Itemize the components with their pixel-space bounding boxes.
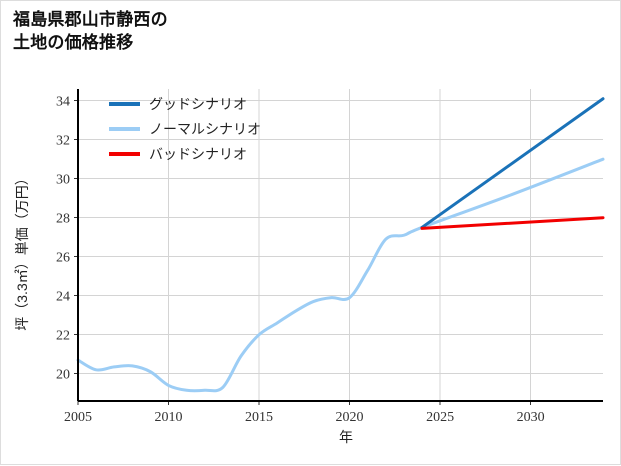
y-axis-title: 坪（3.3㎡）単価（万円） bbox=[14, 171, 30, 330]
x-tick-label: 2010 bbox=[155, 410, 183, 425]
series-line-1 bbox=[76, 157, 605, 393]
y-tick-label: 22 bbox=[56, 329, 70, 344]
page-title: 福島県郡山市静西の 土地の価格推移 bbox=[13, 10, 168, 52]
series-line-2 bbox=[420, 216, 605, 230]
y-tick-label: 34 bbox=[56, 95, 70, 110]
y-tick-label: 24 bbox=[56, 290, 70, 305]
y-tick-label: 20 bbox=[56, 368, 70, 383]
legend-label-1: ノーマルシナリオ bbox=[149, 121, 261, 137]
legend-label-2: バッドシナリオ bbox=[149, 146, 247, 162]
x-tick-label: 2030 bbox=[517, 410, 545, 425]
series-line-0 bbox=[420, 97, 605, 229]
y-axis-tick-labels: 20 22 24 26 28 30 32 34 bbox=[56, 95, 70, 383]
x-tick-label: 2020 bbox=[336, 410, 364, 425]
x-axis-tick-labels: 2005 2010 2015 2020 2025 2030 bbox=[64, 410, 545, 425]
y-tick-label: 32 bbox=[56, 134, 70, 149]
x-tick-label: 2015 bbox=[245, 410, 273, 425]
x-axis-title: 年 bbox=[339, 429, 353, 445]
legend-label-0: グッドシナリオ bbox=[149, 96, 247, 112]
x-tick-label: 2005 bbox=[64, 410, 92, 425]
series-group bbox=[76, 97, 605, 393]
x-tick-label: 2025 bbox=[426, 410, 454, 425]
gridlines-group bbox=[77, 89, 603, 401]
axis-spines bbox=[77, 89, 603, 402]
y-tick-label: 28 bbox=[56, 212, 70, 227]
y-tick-label: 30 bbox=[56, 173, 70, 188]
y-tick-label: 26 bbox=[56, 251, 70, 266]
